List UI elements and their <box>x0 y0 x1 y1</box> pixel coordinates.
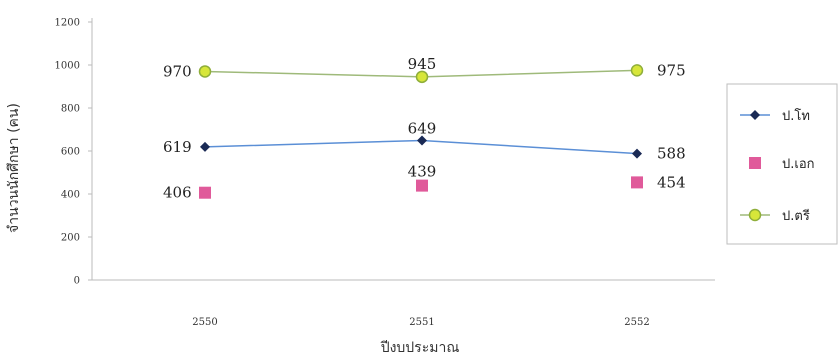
data-point <box>632 148 642 159</box>
y-tick-label: 600 <box>61 147 80 158</box>
data-point <box>630 64 644 77</box>
x-tick-label: 2550 <box>192 317 217 328</box>
data-point <box>200 141 210 152</box>
legend-marker <box>750 110 760 120</box>
series-layer <box>198 64 644 199</box>
legend-box <box>726 83 838 245</box>
data-label: 649 <box>408 119 437 137</box>
data-labels: 619 649 588 406 439 454 970 945 975 <box>163 55 686 202</box>
y-tick-label: 1000 <box>55 61 80 72</box>
data-point <box>198 65 212 78</box>
data-label: 619 <box>163 138 192 156</box>
y-tick-label: 800 <box>61 104 80 115</box>
data-point <box>199 186 211 199</box>
y-tick-label: 0 <box>74 276 80 287</box>
x-tick-label: 2551 <box>409 317 434 328</box>
data-point <box>415 70 429 84</box>
legend-marker <box>748 208 762 222</box>
data-label: 945 <box>408 55 437 73</box>
data-label: 439 <box>408 163 437 181</box>
legend-label: ป.เอก <box>782 157 815 172</box>
data-point <box>416 179 428 192</box>
data-label: 588 <box>657 145 686 163</box>
data-point <box>417 135 427 146</box>
data-label: 406 <box>163 184 192 202</box>
y-tick-label: 400 <box>61 190 80 201</box>
data-label: 454 <box>657 173 686 191</box>
y-tick-label: 200 <box>61 233 80 244</box>
data-point <box>631 176 643 189</box>
legend-label: ป.โท <box>782 108 810 124</box>
legend-marker <box>749 157 761 169</box>
x-tick-label: 2552 <box>624 317 649 328</box>
legend-label: ป.ตรี <box>782 208 810 224</box>
axes: 0 200 400 600 800 1000 1200 2550 2551 2552 <box>55 18 715 328</box>
x-axis-title: ปีงบประมาณ <box>380 340 459 356</box>
data-label: 970 <box>163 62 192 80</box>
data-label: 975 <box>657 61 686 79</box>
y-tick-label: 1200 <box>55 18 80 29</box>
y-axis-title: จำนวนนักศึกษา (คน) <box>6 103 22 233</box>
